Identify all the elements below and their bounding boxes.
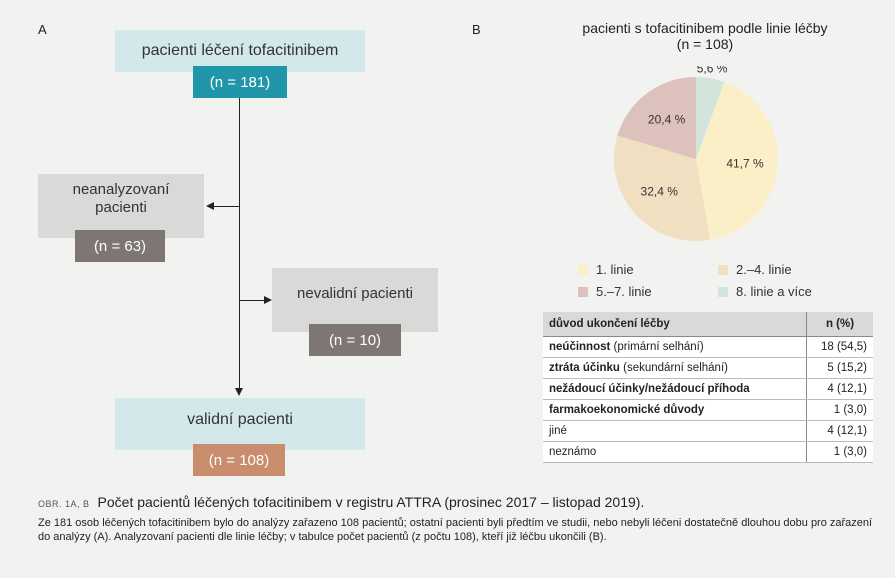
invalid-count-box: (n = 10): [309, 324, 401, 356]
table-row: farmakoekonomické důvody 1 (3,0): [543, 399, 873, 421]
not-analyzed-count-box: (n = 63): [75, 230, 165, 262]
legend-label: 2.–4. linie: [736, 262, 792, 277]
flow-branch-left: [213, 206, 239, 207]
table-cell-reason: nežádoucí účinky/nežádoucí příhoda: [543, 378, 807, 400]
not-analyzed-count: (n = 63): [93, 237, 147, 255]
arrow-to-not-analyzed: [206, 202, 214, 210]
table-cell-n: 18 (54,5): [806, 336, 873, 358]
panel-b-letter: B: [472, 22, 481, 37]
pie-title: pacienti s tofacitinibem podle linie léč…: [540, 20, 870, 52]
legend-swatch: [718, 264, 728, 275]
table-cell-reason: neúčinnost (primární selhání): [543, 336, 807, 358]
pie-chart: 41,7 % 32,4 % 20,4 % 5,6 %: [614, 66, 778, 241]
table-cell-n: 1 (3,0): [806, 441, 873, 463]
pie-subtitle: (n = 108): [676, 36, 734, 52]
table-row: nežádoucí účinky/nežádoucí příhoda 4 (12,…: [543, 378, 873, 400]
legend-item: 5.–7. linie: [578, 284, 652, 299]
caption-heading: OBR. 1A, B Počet pacientů léčených tofaci…: [38, 494, 878, 510]
panel-a-letter: A: [38, 22, 47, 37]
table-row: neznámo 1 (3,0): [543, 441, 873, 463]
invalid-count: (n = 10): [328, 331, 382, 349]
table-row: ztráta účinku (sekundární selhání) 5 (15,…: [543, 357, 873, 379]
legend-label: 5.–7. linie: [596, 284, 652, 299]
legend-swatch: [578, 286, 588, 297]
invalid-box: nevalidní pacienti: [272, 268, 438, 332]
legend-swatch: [718, 286, 728, 297]
pie-slice-label: 5,6 %: [697, 66, 728, 75]
treated-count-box: (n = 181): [193, 66, 287, 98]
table-cell-reason: ztráta účinku (sekundární selhání): [543, 357, 807, 379]
pie-slice: [696, 82, 778, 240]
legend-label: 1. linie: [596, 262, 634, 277]
caption-tag: OBR. 1A, B: [38, 499, 90, 509]
pie-slice-label: 32,4 %: [641, 185, 679, 199]
legend-item: 2.–4. linie: [718, 262, 792, 277]
pie-slice: [614, 135, 711, 241]
arrow-to-valid: [235, 388, 243, 396]
table-cell-n: 4 (12,1): [806, 378, 873, 400]
table-header-n: n (%): [806, 312, 873, 337]
legend-swatch: [578, 264, 588, 275]
not-analyzed-label: neanalyzovaní pacienti: [72, 181, 170, 216]
table-cell-reason: farmakoekonomické důvody: [543, 399, 807, 421]
caption-title: Počet pacientů léčených tofacitinibem v …: [97, 494, 645, 510]
valid-label: validní pacienti: [187, 411, 293, 428]
flow-branch-right: [240, 300, 264, 301]
table-header-reason: důvod ukončení léčby: [543, 312, 807, 337]
pie-slice-label: 41,7 %: [726, 156, 764, 170]
pie-slice: [617, 77, 696, 159]
legend-label: 8. linie a více: [736, 284, 812, 299]
invalid-label: nevalidní pacienti: [297, 285, 413, 302]
table-row: jiné 4 (12,1): [543, 420, 873, 442]
table-header-row: důvod ukončení léčby n (%): [543, 312, 873, 337]
arrow-to-invalid: [264, 296, 272, 304]
table-cell-n: 1 (3,0): [806, 399, 873, 421]
pie-title-text: pacienti s tofacitinibem podle linie léč…: [582, 20, 828, 36]
treated-count: (n = 181): [209, 73, 271, 91]
table-row: neúčinnost (primární selhání) 18 (54,5): [543, 336, 873, 358]
legend-item: 8. linie a více: [718, 284, 812, 299]
flow-main-line: [239, 98, 240, 388]
table-cell-n: 4 (12,1): [806, 420, 873, 442]
not-analyzed-box: neanalyzovaní pacienti: [38, 174, 204, 238]
table-cell-reason: jiné: [543, 420, 807, 442]
reasons-table: důvod ukončení léčby n (%) neúčinnost (p…: [543, 312, 873, 463]
caption: OBR. 1A, B Počet pacientů léčených tofaci…: [38, 494, 878, 544]
valid-count-box: (n = 108): [193, 444, 285, 476]
legend-item: 1. linie: [578, 262, 634, 277]
table-cell-reason: neznámo: [543, 441, 807, 463]
pie-slice-label: 20,4 %: [648, 113, 686, 127]
valid-count: (n = 108): [208, 451, 270, 469]
valid-box: validní pacienti: [115, 398, 365, 450]
table-cell-n: 5 (15,2): [806, 357, 873, 379]
treated-box: pacienti léčení tofacitinibem: [115, 30, 365, 72]
pie-slice: [696, 77, 725, 159]
treated-label: pacienti léčení tofacitinibem: [141, 42, 339, 59]
caption-body: Ze 181 osob léčených tofacitinibem bylo …: [38, 517, 873, 543]
